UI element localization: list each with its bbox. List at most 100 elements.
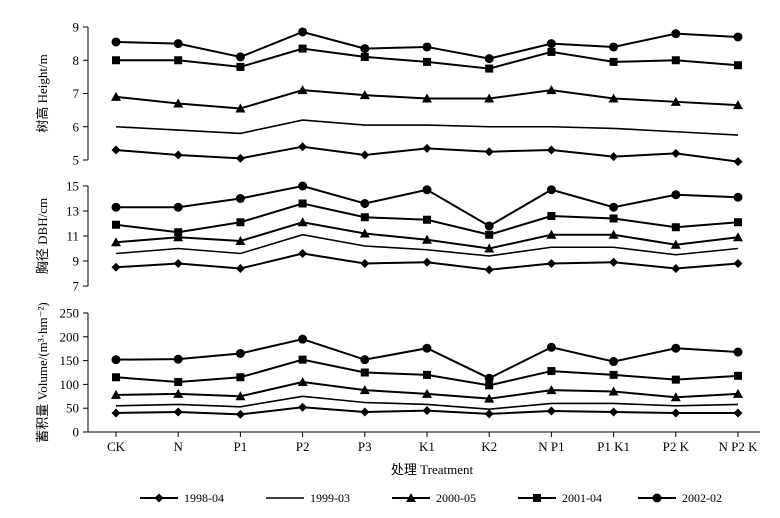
data-point bbox=[298, 142, 308, 152]
series-1998-04 bbox=[111, 142, 743, 167]
data-point bbox=[111, 262, 121, 272]
y-tick-label: 15 bbox=[66, 179, 79, 194]
data-point bbox=[236, 62, 245, 71]
data-point bbox=[360, 407, 370, 417]
data-point bbox=[111, 237, 121, 247]
series-1999-03 bbox=[115, 395, 739, 410]
data-point bbox=[670, 239, 681, 249]
data-point bbox=[609, 202, 619, 212]
y-tick-label: 0 bbox=[73, 425, 80, 440]
series-2000-05 bbox=[111, 217, 743, 253]
data-point bbox=[173, 407, 183, 417]
legend-item-2000-05: 2000-05 bbox=[392, 491, 476, 505]
legend-label: 2000-05 bbox=[436, 491, 476, 505]
data-point bbox=[484, 265, 494, 275]
x-tick-label: N P2 K bbox=[718, 439, 758, 454]
data-point bbox=[485, 230, 494, 239]
data-point bbox=[111, 355, 121, 365]
data-point bbox=[484, 393, 495, 403]
data-point bbox=[733, 157, 743, 167]
data-point bbox=[111, 145, 121, 155]
x-tick-label: P1 bbox=[234, 439, 248, 454]
data-point bbox=[670, 392, 681, 402]
data-point bbox=[609, 357, 619, 367]
data-point bbox=[360, 259, 370, 268]
data-point bbox=[422, 143, 432, 153]
series-line bbox=[115, 395, 739, 410]
data-point bbox=[733, 388, 743, 398]
data-point bbox=[174, 378, 183, 387]
data-point bbox=[422, 388, 432, 398]
y-tick-label: 9 bbox=[73, 254, 80, 269]
legend-marker bbox=[533, 494, 541, 502]
legend-item-1998-04: 1998-04 bbox=[140, 491, 224, 505]
data-point bbox=[112, 56, 120, 65]
data-point bbox=[360, 355, 370, 365]
data-point bbox=[111, 389, 121, 399]
data-point bbox=[360, 368, 369, 377]
data-point bbox=[111, 37, 121, 47]
y-tick-label: 8 bbox=[73, 53, 80, 68]
data-point bbox=[173, 354, 183, 364]
x-tick-label: N P1 bbox=[538, 439, 564, 454]
data-point bbox=[173, 150, 183, 160]
data-point bbox=[546, 259, 556, 268]
data-point bbox=[235, 348, 245, 358]
legend-marker bbox=[652, 493, 662, 503]
data-point bbox=[734, 371, 742, 380]
data-point bbox=[297, 217, 308, 227]
legend-marker bbox=[154, 493, 164, 503]
data-point bbox=[422, 257, 432, 267]
x-tick-label: N bbox=[174, 439, 184, 454]
legend-label: 2001-04 bbox=[562, 491, 602, 505]
y-tick-label: 200 bbox=[60, 329, 80, 344]
data-point bbox=[547, 367, 556, 376]
data-point bbox=[609, 57, 618, 66]
data-point bbox=[484, 54, 494, 64]
panel-volume: 0 50 100 150 200 250 蓄积量 Volume/(m³·hm⁻²) bbox=[35, 302, 743, 443]
data-point bbox=[733, 32, 743, 42]
x-tick-label: K2 bbox=[481, 439, 497, 454]
y-axis-title: 蓄积量 Volume/(m³·hm⁻²) bbox=[35, 302, 50, 442]
data-point bbox=[546, 406, 556, 416]
data-point bbox=[733, 232, 743, 242]
data-point bbox=[235, 153, 245, 163]
y-tick-label: 11 bbox=[66, 229, 79, 244]
data-point bbox=[236, 373, 245, 382]
x-axis-title: 处理 Treatment bbox=[391, 462, 474, 477]
panel-height: 5 6 7 8 9 树高 Height/m bbox=[35, 20, 743, 168]
data-point bbox=[609, 152, 619, 162]
series-2000-05 bbox=[111, 85, 743, 113]
data-point bbox=[423, 215, 431, 224]
data-point bbox=[671, 29, 681, 39]
data-point bbox=[422, 406, 432, 416]
x-tick-label: P2 K bbox=[663, 439, 690, 454]
data-point bbox=[733, 100, 743, 110]
data-point bbox=[609, 257, 619, 267]
data-point bbox=[733, 408, 743, 418]
data-point bbox=[235, 103, 246, 113]
data-point bbox=[360, 199, 370, 208]
data-point bbox=[235, 236, 246, 245]
y-tick-label: 13 bbox=[66, 204, 79, 219]
y-tick-label: 50 bbox=[66, 401, 79, 416]
data-point bbox=[671, 56, 680, 65]
data-point bbox=[671, 190, 681, 200]
data-point bbox=[298, 249, 308, 258]
data-point bbox=[360, 150, 370, 160]
data-point bbox=[546, 385, 557, 395]
x-tick-label: P3 bbox=[358, 439, 372, 454]
series-line bbox=[115, 119, 739, 136]
data-point bbox=[546, 185, 556, 195]
data-point bbox=[235, 194, 245, 203]
data-point bbox=[423, 370, 431, 379]
panels: 5 6 7 8 9 树高 Height/m 7 9 11 13 15 胸径 DBH/cm 0 50 100 1… bbox=[35, 20, 743, 443]
legend-label: 1998-04 bbox=[184, 491, 224, 505]
data-point bbox=[112, 373, 120, 382]
data-point bbox=[359, 385, 370, 395]
data-point bbox=[671, 223, 680, 232]
data-point bbox=[609, 370, 618, 379]
data-point bbox=[733, 347, 743, 357]
data-point bbox=[297, 85, 308, 95]
